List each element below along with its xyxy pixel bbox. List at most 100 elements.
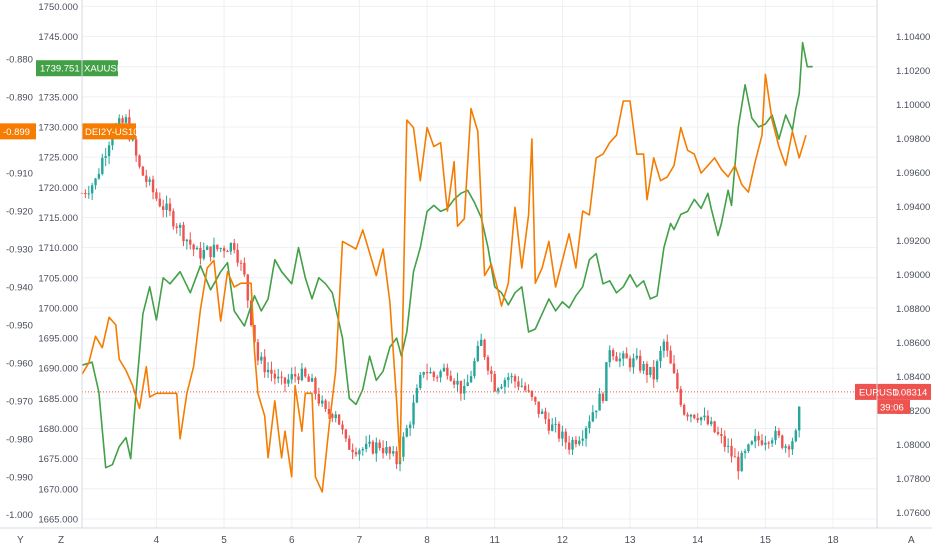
eurusd-candle (591, 405, 595, 423)
candle-body (381, 448, 385, 454)
eurusd-candle (767, 441, 770, 449)
eurusd-candle (463, 378, 466, 400)
candle-body (226, 251, 229, 253)
candle-body (777, 430, 781, 436)
candle-body (182, 224, 185, 242)
eurusd-candle (104, 148, 107, 167)
candle-body (266, 369, 270, 373)
candle-body (459, 380, 463, 394)
eurusd-candle (513, 373, 517, 389)
right-axis-tick: 1.07600 (896, 508, 930, 519)
eurusd-candle (659, 346, 662, 369)
eurusd-candle (679, 385, 682, 408)
eurusd-candle (551, 418, 554, 432)
zoom-toggle[interactable]: Z (58, 535, 64, 546)
gold-axis-ticks[interactable]: 1665.000 1670.000 1675.000 1680.000 1685.000… (38, 2, 78, 526)
candle-body (571, 439, 574, 450)
eurusd-candle (682, 403, 686, 416)
eurusd-candle (449, 370, 452, 382)
auto-scale-toggle[interactable]: A (908, 535, 915, 546)
candle-body (385, 446, 388, 454)
eurusd-candle (314, 376, 317, 400)
candle-body (750, 441, 754, 445)
eurusd-candle (378, 439, 381, 451)
log-scale-toggle[interactable]: Y (17, 535, 24, 546)
xauusd-badge (36, 60, 118, 77)
candle-body (165, 203, 168, 210)
candle-body (260, 356, 263, 361)
eurusd-candle (534, 396, 537, 405)
eurusd-candle (628, 355, 632, 372)
candle-body (101, 157, 104, 174)
candle-body (446, 367, 449, 376)
eurusd-candle (747, 443, 750, 453)
candle-body (429, 371, 432, 374)
candle-body (598, 393, 601, 411)
eurusd-candle (493, 370, 496, 393)
eurusd-candle (233, 238, 236, 254)
right-axis-tick: 1.09000 (896, 270, 930, 281)
candle-body (239, 262, 243, 264)
eurusd-candle (537, 401, 540, 418)
eurusd-candle (310, 373, 314, 382)
eurusd-candle (456, 372, 459, 393)
candle-body (699, 417, 703, 421)
candle-body (456, 380, 459, 385)
eurusd-candle (270, 361, 273, 382)
eurusd-candle (337, 414, 341, 426)
gold-axis-tick: 1665.000 (38, 514, 78, 525)
countdown-text: 39:06 (880, 402, 904, 413)
eurusd-candle (754, 429, 757, 449)
gold-axis-tick: 1715.000 (38, 213, 78, 224)
eurusd-candle (760, 434, 764, 447)
right-axis-ticks[interactable]: 1.10400 1.10200 1.10000 1.09800 1.09600 1.094… (896, 32, 930, 519)
candle-body (652, 366, 655, 380)
left-axis-tick: -0.920 (6, 207, 33, 218)
candle-body (270, 369, 273, 374)
candle-body (662, 341, 666, 351)
plot-area[interactable] (80, 41, 877, 493)
eurusd-candle (219, 247, 222, 253)
right-axis-tick: 1.08600 (896, 338, 930, 349)
eurusd-candle (666, 334, 669, 357)
gold-axis-tick: 1745.000 (38, 32, 78, 43)
eurusd-candle (412, 394, 415, 429)
candle-body (510, 376, 513, 378)
eurusd-candle (161, 199, 165, 218)
candle-body (784, 446, 787, 448)
eurusd-candle (581, 430, 584, 446)
eurusd-candle (598, 388, 601, 411)
right-axis-tick: 1.09200 (896, 236, 930, 247)
eurusd-candle (168, 198, 172, 216)
candle-body (327, 408, 331, 415)
eurusd-candle (121, 115, 124, 125)
candle-body (588, 421, 591, 429)
right-axis-tick: 1.09800 (896, 134, 930, 145)
eurusd-candle (784, 443, 787, 453)
eurusd-candle (439, 369, 442, 383)
candle-body (151, 179, 155, 193)
eurusd-candle (354, 447, 358, 457)
eurusd-candle (317, 387, 321, 407)
candle-body (161, 206, 165, 210)
candle-body (195, 248, 199, 250)
eurusd-candle (510, 373, 513, 384)
left-axis-ticks[interactable]: -0.880-0.890-0.900-0.910-0.920-0.930-0.9… (6, 55, 33, 521)
eurusd-candle (726, 438, 730, 453)
candle-body (145, 175, 148, 182)
eurusd-candle (530, 390, 534, 401)
candle-body (243, 262, 246, 275)
eurusd-candle (733, 448, 737, 458)
eurusd-candle (172, 208, 175, 230)
candle-body (564, 431, 567, 443)
x-axis-ticks[interactable]: 4 5 6 7 8 11 12 13 14 15 18 (154, 535, 839, 546)
eurusd-candle (797, 406, 801, 438)
candle-body (544, 411, 547, 420)
candle-body (405, 428, 408, 437)
right-axis-tick: 1.10000 (896, 100, 930, 111)
eurusd-candle (764, 435, 767, 451)
candle-body (503, 380, 507, 387)
eurusd-candles (80, 109, 801, 480)
eurusd-candle (358, 448, 361, 461)
x-axis-tick: 11 (490, 535, 501, 546)
